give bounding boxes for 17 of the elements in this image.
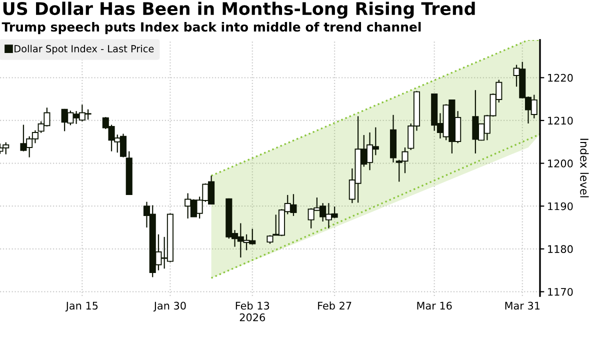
y-tick-label: 1170	[548, 288, 573, 296]
y-axis-title: Index level	[580, 138, 589, 198]
y-tick-label: 1200	[548, 160, 573, 168]
chart-title: US Dollar Has Been in Months-Long Rising Trend	[3, 2, 475, 19]
chart-subtitle: Trump speech puts Index back into middle of trend channel	[2, 22, 421, 34]
candlestick	[2, 142, 10, 155]
x-tick-label: Mar 31	[505, 302, 540, 310]
x-tick-label: Jan 30	[153, 302, 186, 312]
x-tick-label: Jan 15	[65, 302, 98, 312]
y-tick-label: 1190	[548, 202, 573, 210]
y-tick-label: 1180	[548, 245, 573, 254]
x-tick-label: Feb 13 2026	[236, 302, 270, 322]
y-tick-label: 1210	[548, 116, 573, 125]
legend-label: Dollar Spot Index - Last Price	[14, 44, 154, 54]
x-tick-label: Feb 27	[318, 302, 352, 310]
x-tick-label: Mar 16	[417, 302, 452, 310]
y-tick-label: 1220	[548, 74, 573, 82]
